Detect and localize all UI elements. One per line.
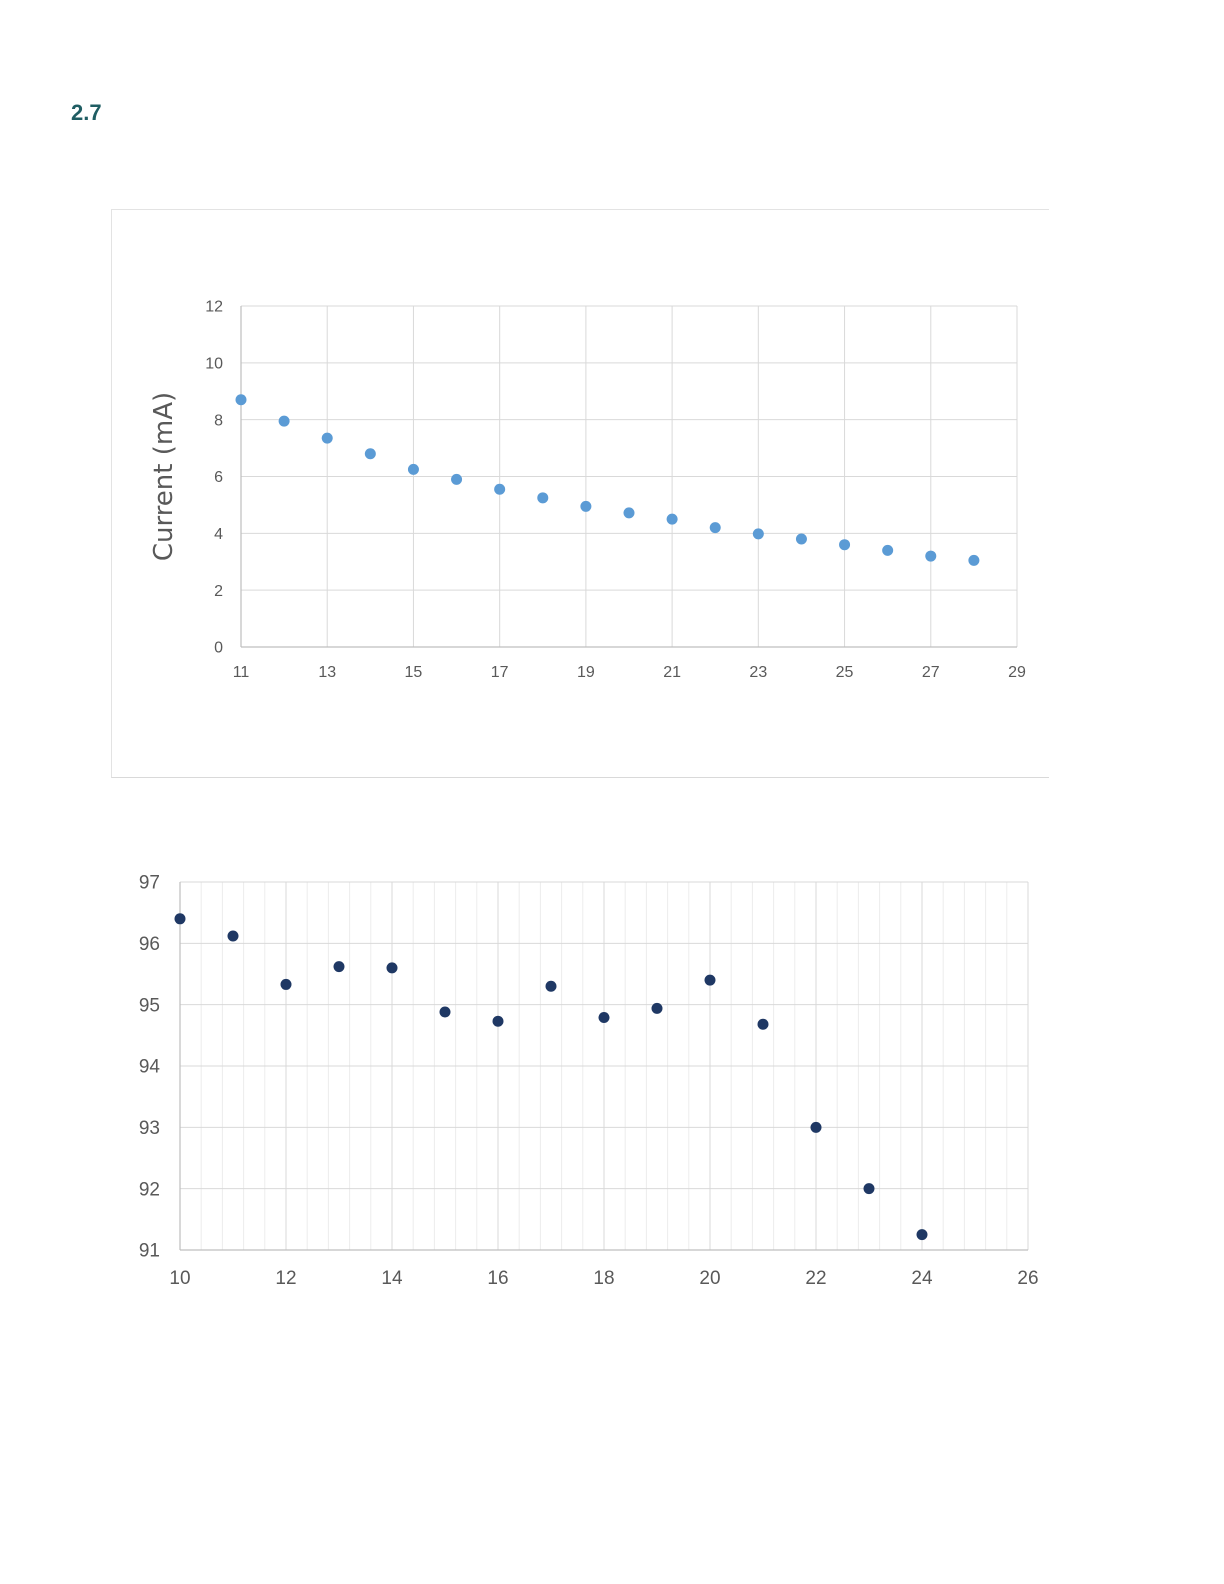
- data-point: [494, 483, 506, 495]
- x-tick-label: 25: [836, 664, 854, 681]
- data-point: [757, 1018, 769, 1030]
- data-point: [227, 930, 239, 942]
- y-tick-label: 96: [139, 934, 160, 955]
- x-tick-label: 11: [233, 664, 250, 681]
- y-tick-label: 93: [139, 1118, 160, 1139]
- data-point: [545, 980, 557, 992]
- data-point: [321, 432, 333, 444]
- y-tick-label: 10: [205, 355, 223, 372]
- data-point: [598, 1012, 610, 1024]
- y-axis-title: Current (mA): [149, 392, 179, 561]
- y-tick-label: 91: [139, 1241, 160, 1262]
- x-tick-label: 23: [749, 664, 767, 681]
- data-point: [666, 513, 678, 525]
- data-point: [968, 554, 980, 566]
- x-tick-label: 22: [805, 1268, 826, 1289]
- data-point: [916, 1229, 928, 1241]
- data-point: [925, 550, 937, 562]
- data-point: [704, 974, 716, 986]
- x-tick-label: 19: [577, 664, 595, 681]
- data-point: [364, 448, 376, 460]
- data-point: [386, 962, 398, 974]
- data-point: [882, 544, 894, 556]
- y-tick-label: 0: [214, 640, 223, 657]
- x-tick-label: 15: [405, 664, 423, 681]
- data-point: [174, 913, 186, 925]
- x-tick-label: 17: [491, 664, 509, 681]
- data-point: [537, 492, 549, 504]
- y-tick-label: 92: [139, 1179, 160, 1200]
- y-tick-label: 2: [214, 583, 223, 600]
- data-point: [651, 1002, 663, 1014]
- y-tick-label: 4: [214, 526, 223, 543]
- x-tick-label: 29: [1008, 664, 1026, 681]
- data-point: [795, 533, 807, 545]
- x-tick-label: 12: [275, 1268, 296, 1289]
- data-point: [492, 1015, 504, 1027]
- y-tick-label: 97: [139, 873, 160, 894]
- second-scatter-chart: 10 12 14 16 18 20 22 24 26 91 92 93 94 95 96 97: [139, 873, 1039, 1289]
- data-point: [709, 522, 721, 534]
- data-point: [839, 539, 851, 551]
- data-point: [278, 415, 290, 427]
- data-point: [407, 463, 419, 475]
- y-tick-label: 95: [139, 995, 160, 1016]
- data-point: [623, 507, 635, 519]
- y-tick-label: 6: [214, 469, 223, 486]
- data-point: [752, 528, 764, 540]
- x-tick-label: 18: [593, 1268, 614, 1289]
- data-point: [863, 1183, 875, 1195]
- x-tick-label: 26: [1017, 1268, 1038, 1289]
- x-tick-label: 24: [911, 1268, 933, 1289]
- data-point: [235, 394, 247, 406]
- data-point: [280, 978, 292, 990]
- data-point: [439, 1006, 451, 1018]
- x-tick-label: 21: [663, 664, 681, 681]
- y-tick-label: 12: [205, 299, 223, 316]
- x-tick-label: 27: [922, 664, 940, 681]
- y-tick-label: 8: [214, 412, 223, 429]
- chart-frame: [111, 209, 1049, 778]
- y-tick-label: 94: [139, 1057, 161, 1078]
- x-tick-label: 14: [381, 1268, 403, 1289]
- x-tick-label: 10: [169, 1268, 190, 1289]
- x-tick-label: 13: [318, 664, 336, 681]
- x-tick-label: 16: [487, 1268, 508, 1289]
- data-point: [580, 500, 592, 512]
- section-heading: 2.7: [71, 100, 102, 125]
- x-tick-label: 20: [699, 1268, 720, 1289]
- data-point: [810, 1121, 822, 1133]
- data-point: [333, 961, 345, 973]
- current-scatter-chart: 11 13 15 17 19 21 23 25 27 29 0 2 4 6 8 10 12 Current (mA…: [149, 299, 1026, 681]
- data-point: [451, 473, 463, 485]
